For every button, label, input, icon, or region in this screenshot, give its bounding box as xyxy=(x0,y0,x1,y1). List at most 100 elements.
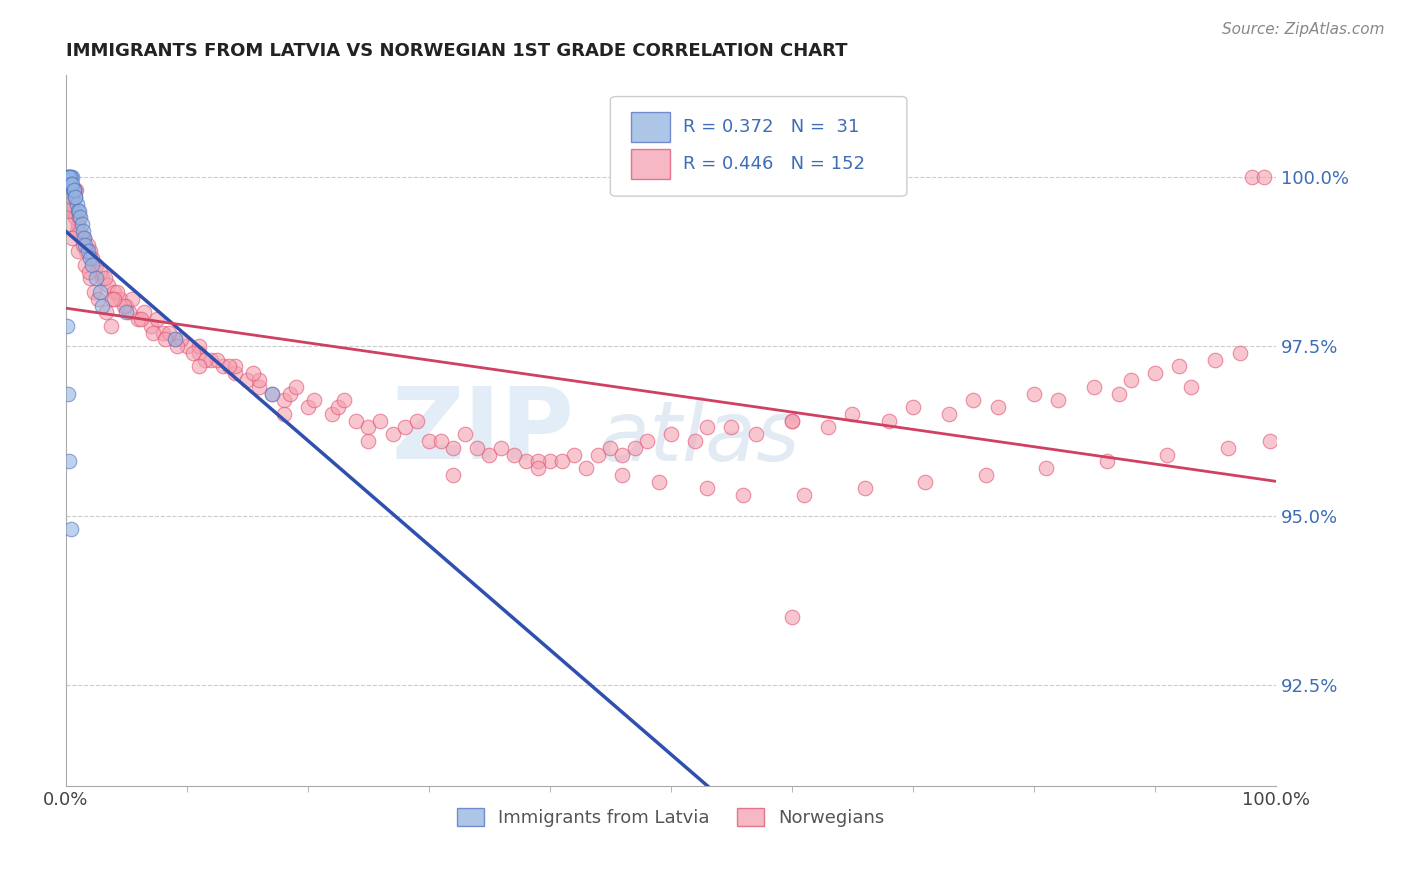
Point xyxy=(115,305,138,319)
Point xyxy=(1143,366,1166,380)
Point xyxy=(526,461,548,475)
Point xyxy=(1083,380,1105,394)
Point xyxy=(84,258,107,272)
Point xyxy=(538,454,561,468)
Point xyxy=(326,400,349,414)
Point xyxy=(62,190,84,204)
Point xyxy=(118,305,141,319)
Point xyxy=(187,346,209,360)
Point xyxy=(60,169,83,184)
Point xyxy=(780,414,803,428)
Point xyxy=(212,359,235,374)
Point xyxy=(181,346,204,360)
Point xyxy=(273,407,295,421)
Point xyxy=(1229,346,1251,360)
Point xyxy=(129,312,152,326)
Point xyxy=(73,231,96,245)
Point xyxy=(75,237,97,252)
Point xyxy=(76,244,98,259)
Point xyxy=(636,434,658,448)
Point xyxy=(79,271,101,285)
Point xyxy=(82,251,104,265)
Point xyxy=(187,359,209,374)
Point xyxy=(145,312,167,326)
Point xyxy=(575,461,598,475)
Point xyxy=(733,488,755,502)
Point xyxy=(79,251,101,265)
Point xyxy=(623,441,645,455)
Point xyxy=(218,359,240,374)
Point xyxy=(63,183,86,197)
Point xyxy=(648,475,671,489)
Point xyxy=(103,285,125,299)
Point xyxy=(502,448,524,462)
Point xyxy=(70,217,93,231)
Point xyxy=(441,441,464,455)
Point xyxy=(105,285,128,299)
Point xyxy=(1240,169,1263,184)
Point xyxy=(260,386,283,401)
Point xyxy=(152,326,174,340)
Legend: Immigrants from Latvia, Norwegians: Immigrants from Latvia, Norwegians xyxy=(450,800,891,834)
Point xyxy=(1156,448,1178,462)
Point xyxy=(478,448,501,462)
Point xyxy=(914,475,936,489)
Point xyxy=(110,292,132,306)
Point xyxy=(551,454,574,468)
Point xyxy=(696,482,718,496)
Point xyxy=(841,407,863,421)
Text: R = 0.372   N =  31: R = 0.372 N = 31 xyxy=(683,118,859,136)
Point xyxy=(94,305,117,319)
Point xyxy=(696,420,718,434)
Point xyxy=(1204,352,1226,367)
Point xyxy=(84,271,107,285)
Point xyxy=(465,441,488,455)
Point xyxy=(163,332,186,346)
Point xyxy=(381,427,404,442)
Point xyxy=(142,326,165,340)
Point xyxy=(612,448,634,462)
Point xyxy=(302,393,325,408)
Point xyxy=(659,427,682,442)
Point xyxy=(66,244,89,259)
Point xyxy=(63,203,86,218)
Point xyxy=(176,339,198,353)
Point xyxy=(67,203,90,218)
Point xyxy=(200,352,222,367)
Point xyxy=(1108,386,1130,401)
Point xyxy=(87,292,110,306)
Point xyxy=(56,169,79,184)
Point xyxy=(65,183,87,197)
Point xyxy=(370,414,392,428)
Point xyxy=(58,183,80,197)
Point xyxy=(1258,434,1281,448)
Point xyxy=(278,386,301,401)
Point xyxy=(89,265,111,279)
Point xyxy=(56,217,79,231)
Point xyxy=(115,299,138,313)
Bar xyxy=(631,112,669,142)
Point xyxy=(357,420,380,434)
Point xyxy=(1168,359,1191,374)
Point xyxy=(66,197,89,211)
Point xyxy=(249,373,271,387)
Point xyxy=(91,271,114,285)
Point xyxy=(62,183,84,197)
Point xyxy=(526,454,548,468)
Point xyxy=(69,211,91,225)
Point xyxy=(683,434,706,448)
Point xyxy=(66,224,89,238)
Point xyxy=(58,203,80,218)
Point xyxy=(77,265,100,279)
Point xyxy=(72,237,94,252)
Point xyxy=(59,522,82,536)
Point xyxy=(56,318,79,333)
Point xyxy=(75,258,97,272)
Point xyxy=(562,448,585,462)
Point xyxy=(793,488,815,502)
Point xyxy=(66,203,89,218)
Point xyxy=(987,400,1010,414)
Point xyxy=(62,203,84,218)
Point xyxy=(780,610,803,624)
Point xyxy=(59,169,82,184)
